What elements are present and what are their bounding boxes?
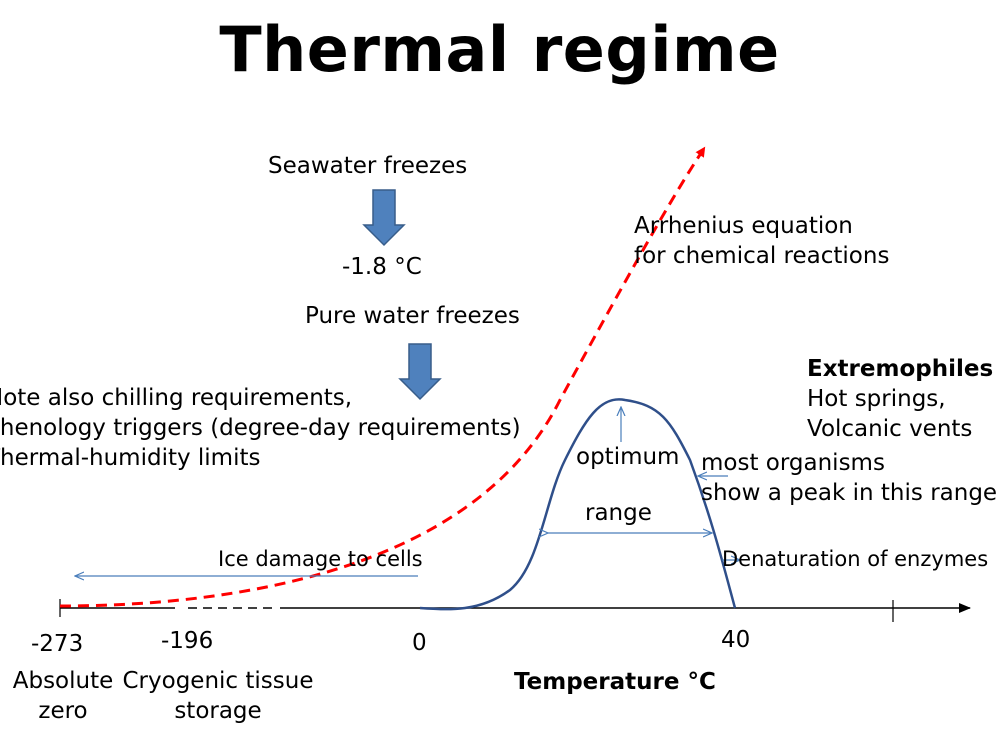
ice-damage-label: Ice damage to cells (218, 547, 423, 571)
axis-title: Temperature °C (514, 669, 716, 695)
down-arrow-icon (362, 189, 406, 247)
performance-curve (419, 398, 737, 611)
tick-label-cryogenic: -196 (161, 628, 214, 654)
arrhenius-curve (59, 146, 706, 608)
cryogenic-label-line1: Cryogenic tissue (122, 668, 314, 694)
note-line2: Phenology triggers (degree-day requireme… (0, 415, 521, 441)
absolute-zero-label-line1: Absolute (12, 668, 114, 694)
optimum-label: optimum (576, 444, 680, 470)
page-title: Thermal regime (219, 13, 780, 86)
extremophiles-line1: Hot springs, (807, 386, 946, 412)
arrhenius-label-line1: Arrhenius equation (634, 213, 853, 239)
extremophiles-heading: Extremophiles (807, 356, 994, 382)
note-line1: Note also chilling requirements, (0, 385, 353, 411)
down-arrow-icon (398, 343, 442, 401)
tick-label-absolute-zero: -273 (31, 631, 84, 657)
denaturation-label: Denaturation of enzymes (722, 547, 989, 571)
absolute-zero-label-line2: zero (38, 698, 88, 724)
seawater-freezing-temp: -1.8 °C (342, 254, 422, 280)
extremophiles-line2: Volcanic vents (807, 416, 973, 442)
temperature-axis (59, 599, 971, 622)
pure-water-freezes-label: Pure water freezes (305, 303, 520, 329)
arrhenius-label-line2: for chemical reactions (634, 243, 890, 269)
peak-label-line1: most organisms (701, 450, 885, 476)
cryogenic-label-line2: storage (174, 698, 262, 724)
peak-label-line2: show a peak in this range (701, 480, 998, 506)
range-label: range (585, 500, 652, 526)
tick-label-zero: 0 (412, 630, 427, 656)
note-line3: Thermal-humidity limits (0, 445, 261, 471)
tick-label-forty: 40 (721, 627, 751, 653)
seawater-freezes-label: Seawater freezes (268, 153, 468, 179)
